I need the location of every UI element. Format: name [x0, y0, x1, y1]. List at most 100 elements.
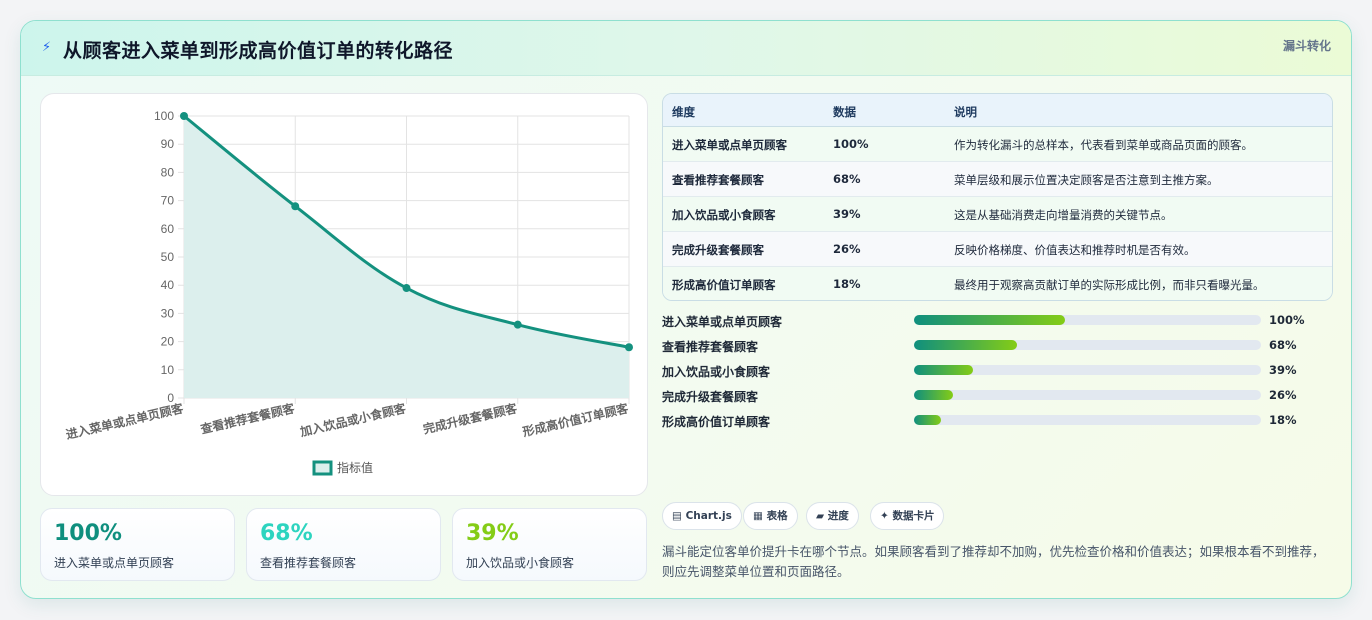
- table-header-cell: 维度: [672, 105, 695, 119]
- legend-label: 指标值: [337, 460, 373, 475]
- progress-fill: [914, 415, 942, 425]
- chart-svg: 0 10 20 30 40 50 60 70 80 90 100 进入菜单或点单页顾客 查看推荐套餐顾客…: [64, 109, 633, 476]
- chip-label: 表格: [766, 510, 788, 522]
- stat-value: 68%: [260, 521, 313, 546]
- legend-swatch: [312, 460, 333, 476]
- progress-label: 完成升级套餐顾客: [662, 390, 759, 404]
- table-row: 形成高价值订单顾客 18% 最终用于观察高贡献订单的实际形成比例，而非只看曝光量…: [663, 267, 1332, 300]
- card-header: ⚡ 从顾客进入菜单到形成高价值订单的转化路径 漏斗转化: [21, 21, 1351, 76]
- table-cell: 形成高价值订单顾客: [672, 278, 776, 292]
- progress-fill: [914, 340, 1017, 350]
- table-cell: 26%: [833, 242, 861, 256]
- stat-card: 100% 进入菜单或点单页顾客: [40, 508, 235, 581]
- progress-track: [914, 340, 1261, 350]
- x-tick-label: 完成升级套餐顾客: [421, 400, 519, 436]
- table-cell: 68%: [833, 172, 861, 186]
- progress-value: 26%: [1269, 388, 1297, 402]
- table-icon: ▦: [753, 510, 763, 522]
- data-point: [625, 343, 633, 352]
- chip-data-card[interactable]: ✦ 数据卡片: [870, 502, 945, 530]
- stat-card: 39% 加入饮品或小食顾客: [452, 508, 647, 581]
- y-tick-label: 20: [161, 335, 175, 349]
- y-tick-label: 30: [161, 306, 175, 320]
- table-cell: 反映价格梯度、价值表达和推荐时机是否有效。: [954, 243, 1196, 257]
- table-row: 查看推荐套餐顾客 68% 菜单层级和展示位置决定顾客是否注意到主推方案。: [663, 162, 1332, 197]
- table-cell: 菜单层级和展示位置决定顾客是否注意到主推方案。: [954, 173, 1219, 187]
- data-point: [291, 202, 300, 211]
- progress-value: 39%: [1269, 363, 1297, 377]
- x-tick-label: 形成高价值订单顾客: [521, 400, 631, 439]
- chip-label: 数据卡片: [892, 510, 935, 522]
- table-cell: 查看推荐套餐顾客: [672, 173, 764, 187]
- data-point: [513, 320, 522, 329]
- progress-label: 进入菜单或点单页顾客: [662, 315, 783, 329]
- table-cell: 100%: [833, 137, 869, 151]
- category-tag: 漏斗转化: [1282, 39, 1331, 53]
- y-tick-label: 100: [154, 109, 174, 123]
- progress-row: 完成升级套餐顾客 26%: [662, 386, 1333, 406]
- progress-icon: ▰: [816, 510, 825, 522]
- x-tick-label: 加入饮品或小食顾客: [298, 400, 409, 439]
- chip-label: Chart.js: [685, 510, 732, 522]
- stat-value: 39%: [466, 521, 519, 546]
- table-cell: 加入饮品或小食顾客: [672, 208, 776, 222]
- table-header-row: 维度 数据 说明: [663, 94, 1332, 127]
- stat-card: 68% 查看推荐套餐顾客: [246, 508, 441, 581]
- progress-track: [914, 365, 1261, 375]
- stat-label: 查看推荐套餐顾客: [260, 556, 357, 570]
- y-tick-label: 60: [161, 222, 175, 236]
- y-tick-label: 10: [161, 363, 175, 377]
- progress-fill: [914, 365, 973, 375]
- y-tick-label: 40: [161, 278, 175, 292]
- data-point: [402, 284, 411, 293]
- chart-icon: ▤: [672, 510, 682, 522]
- chip-table[interactable]: ▦ 表格: [743, 502, 798, 530]
- table-cell: 39%: [833, 207, 861, 221]
- progress-value: 68%: [1269, 338, 1297, 352]
- progress-value: 100%: [1269, 313, 1305, 327]
- page-title: 从顾客进入菜单到形成高价值订单的转化路径: [63, 40, 454, 62]
- progress-row: 查看推荐套餐顾客 68%: [662, 336, 1333, 356]
- progress-label: 查看推荐套餐顾客: [662, 340, 759, 354]
- table-header-cell: 数据: [833, 105, 856, 119]
- progress-fill: [914, 390, 954, 400]
- progress-value: 18%: [1269, 413, 1297, 427]
- progress-row: 进入菜单或点单页顾客 100%: [662, 311, 1333, 331]
- progress-label: 形成高价值订单顾客: [662, 415, 771, 429]
- y-tick-label: 70: [161, 194, 175, 208]
- table-row: 完成升级套餐顾客 26% 反映价格梯度、价值表达和推荐时机是否有效。: [663, 232, 1332, 267]
- y-tick-label: 50: [161, 250, 175, 264]
- y-tick-label: 80: [161, 165, 175, 179]
- lightning-icon: ⚡: [42, 40, 52, 55]
- sparkle-icon: ✦: [880, 510, 889, 522]
- x-tick-label: 进入菜单或点单页顾客: [64, 400, 185, 442]
- data-point: [180, 112, 188, 120]
- x-tick-label: 查看推荐套餐顾客: [198, 400, 297, 437]
- table-cell: 这是从基础消费走向增量消费的关键节点。: [954, 208, 1173, 222]
- data-table: 维度 数据 说明 进入菜单或点单页顾客 100% 作为转化漏斗的总样本，代表看到…: [662, 93, 1333, 301]
- progress-track: [914, 390, 1261, 400]
- stat-value: 100%: [54, 521, 122, 546]
- progress-row: 加入饮品或小食顾客 39%: [662, 361, 1333, 381]
- table-cell: 最终用于观察高贡献订单的实际形成比例，而非只看曝光量。: [954, 278, 1265, 292]
- chip-chartjs[interactable]: ▤ Chart.js: [662, 502, 742, 530]
- progress-track: [914, 315, 1261, 325]
- chip-progress[interactable]: ▰ 进度: [806, 502, 859, 530]
- table-cell: 作为转化漏斗的总样本，代表看到菜单或商品页面的顾客。: [954, 138, 1253, 152]
- progress-label: 加入饮品或小食顾客: [662, 365, 771, 379]
- stat-label: 进入菜单或点单页顾客: [54, 556, 175, 570]
- table-cell: 18%: [833, 277, 861, 291]
- table-row: 加入饮品或小食顾客 39% 这是从基础消费走向增量消费的关键节点。: [663, 197, 1332, 232]
- funnel-chart: 0 10 20 30 40 50 60 70 80 90 100 进入菜单或点单页顾客 查看推荐套餐顾客…: [40, 93, 648, 496]
- progress-row: 形成高价值订单顾客 18%: [662, 411, 1333, 431]
- y-tick-label: 90: [161, 137, 175, 151]
- insight-note: 漏斗能定位客单价提升卡在哪个节点。如果顾客看到了推荐却不加购，优先检查价格和价值…: [662, 544, 1325, 579]
- funnel-card: ⚡ 从顾客进入菜单到形成高价值订单的转化路径 漏斗转化 0 10 20 30 40 50 6…: [20, 20, 1352, 599]
- chip-label: 进度: [827, 510, 849, 522]
- table-cell: 进入菜单或点单页顾客: [672, 138, 787, 152]
- progress-track: [914, 415, 1261, 425]
- table-header-cell: 说明: [954, 105, 977, 119]
- y-tick-label: 0: [167, 391, 174, 405]
- table-row: 进入菜单或点单页顾客 100% 作为转化漏斗的总样本，代表看到菜单或商品页面的顾…: [663, 127, 1332, 162]
- stat-label: 加入饮品或小食顾客: [466, 556, 575, 570]
